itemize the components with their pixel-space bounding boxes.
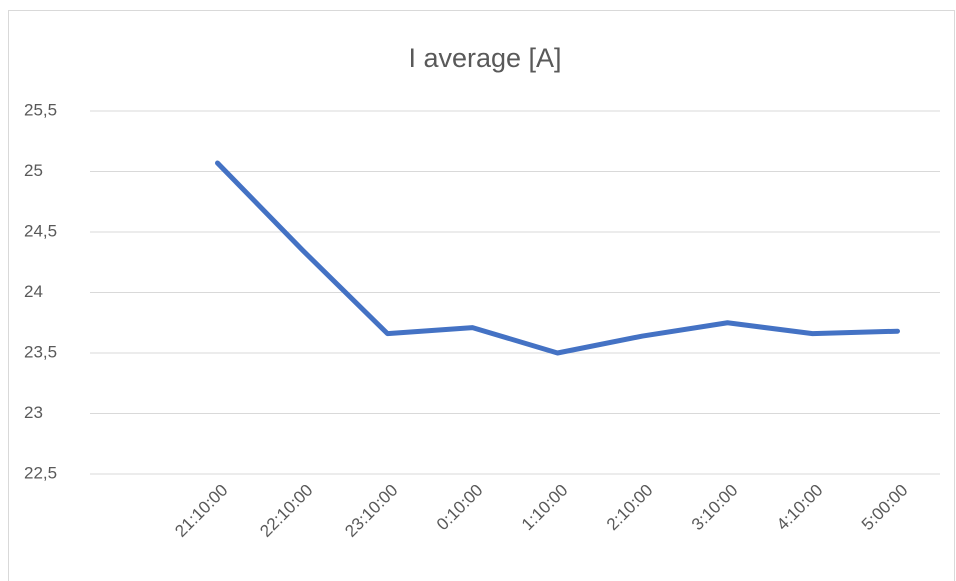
y-tick-label: 23,5: [24, 342, 57, 361]
chart-title: I average [A]: [408, 43, 561, 73]
y-tick-label: 24: [24, 282, 43, 301]
y-tick-label: 25: [24, 161, 43, 180]
data-line: [215, 160, 900, 356]
y-tick-label: 22,5: [24, 463, 57, 482]
y-tick-label: 23: [24, 403, 43, 422]
y-tick-label: 24,5: [24, 221, 57, 240]
y-tick-label: 25,5: [24, 100, 57, 119]
chart-frame: [8, 10, 955, 581]
